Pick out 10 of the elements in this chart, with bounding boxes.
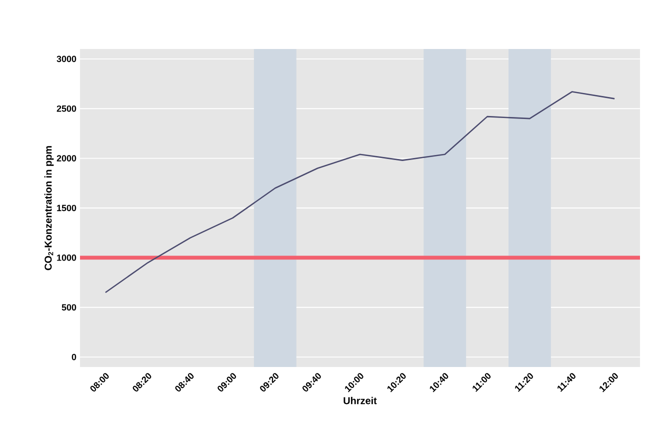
y-tick-label: 1500 (57, 204, 76, 212)
line-series (104, 91, 616, 294)
y-tick-label: 1000 (57, 254, 76, 261)
y-tick-label: 500 (62, 304, 76, 311)
y-tick-label: 2000 (56, 155, 76, 162)
y-tick-label: 2500 (56, 105, 76, 112)
x-axis-title: Uhrzeit (344, 396, 377, 404)
y-axis-title: CO$_{2}$-Konzentration in ppm (44, 146, 54, 270)
y-tick-label: 3000 (56, 56, 76, 62)
y-tick-label: 0 (72, 354, 76, 360)
